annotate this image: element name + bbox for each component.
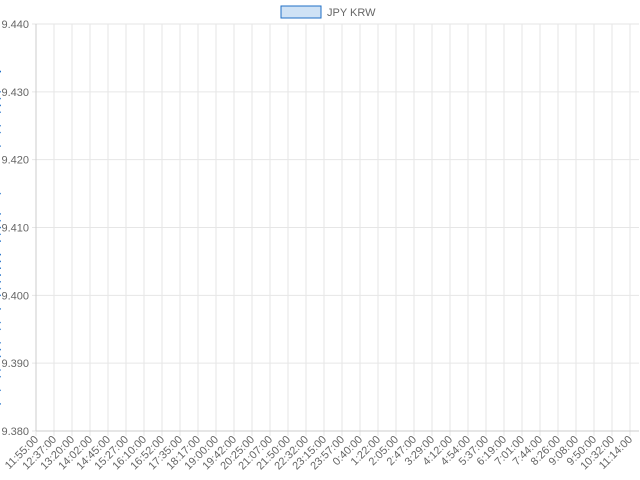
data-point	[0, 294, 1, 297]
data-point	[0, 233, 1, 236]
data-point	[0, 260, 1, 263]
data-point	[0, 124, 1, 127]
data-point	[0, 213, 1, 215]
y-tick-label: 9.400	[1, 290, 29, 302]
y-tick-label: 9.420	[1, 155, 29, 167]
x-axis: 11:55:0012:37:0013:20:0014:02:0014:45:00…	[3, 430, 639, 472]
data-point	[0, 131, 1, 134]
data-point	[0, 253, 1, 256]
data-point	[0, 342, 1, 344]
data-point	[0, 111, 1, 113]
data-point	[0, 104, 1, 107]
data-point	[0, 70, 1, 73]
y-tick-label: 9.410	[1, 223, 29, 235]
y-axis: 9.440 9.430 9.420 9.410 9.400 9.390 9.380	[1, 19, 37, 438]
data-point	[0, 328, 1, 331]
data-point	[0, 91, 1, 93]
data-point	[0, 145, 1, 147]
y-tick-label: 9.430	[1, 87, 29, 99]
data-point	[0, 267, 1, 269]
data-point	[0, 240, 1, 242]
y-tick-label: 9.390	[1, 358, 29, 370]
grid	[32, 23, 639, 436]
data-point	[0, 321, 1, 324]
data-point	[0, 226, 1, 229]
data-point	[0, 308, 1, 310]
data-point	[0, 375, 1, 378]
data-point	[0, 389, 1, 392]
legend[interactable]: JPY KRW	[280, 5, 376, 19]
data-point	[0, 348, 1, 351]
data-point	[0, 403, 1, 405]
plot-area	[0, 70, 1, 405]
y-tick-label: 9.440	[1, 19, 29, 31]
data-point	[0, 355, 1, 358]
legend-swatch	[280, 5, 322, 19]
data-point	[0, 192, 1, 195]
data-point	[0, 287, 1, 290]
legend-label: JPY KRW	[327, 7, 376, 19]
data-point	[0, 369, 1, 371]
data-point	[0, 97, 1, 100]
data-point	[0, 219, 1, 222]
data-point	[0, 281, 1, 283]
data-point	[0, 274, 1, 276]
y-tick-label: 9.380	[1, 426, 29, 438]
